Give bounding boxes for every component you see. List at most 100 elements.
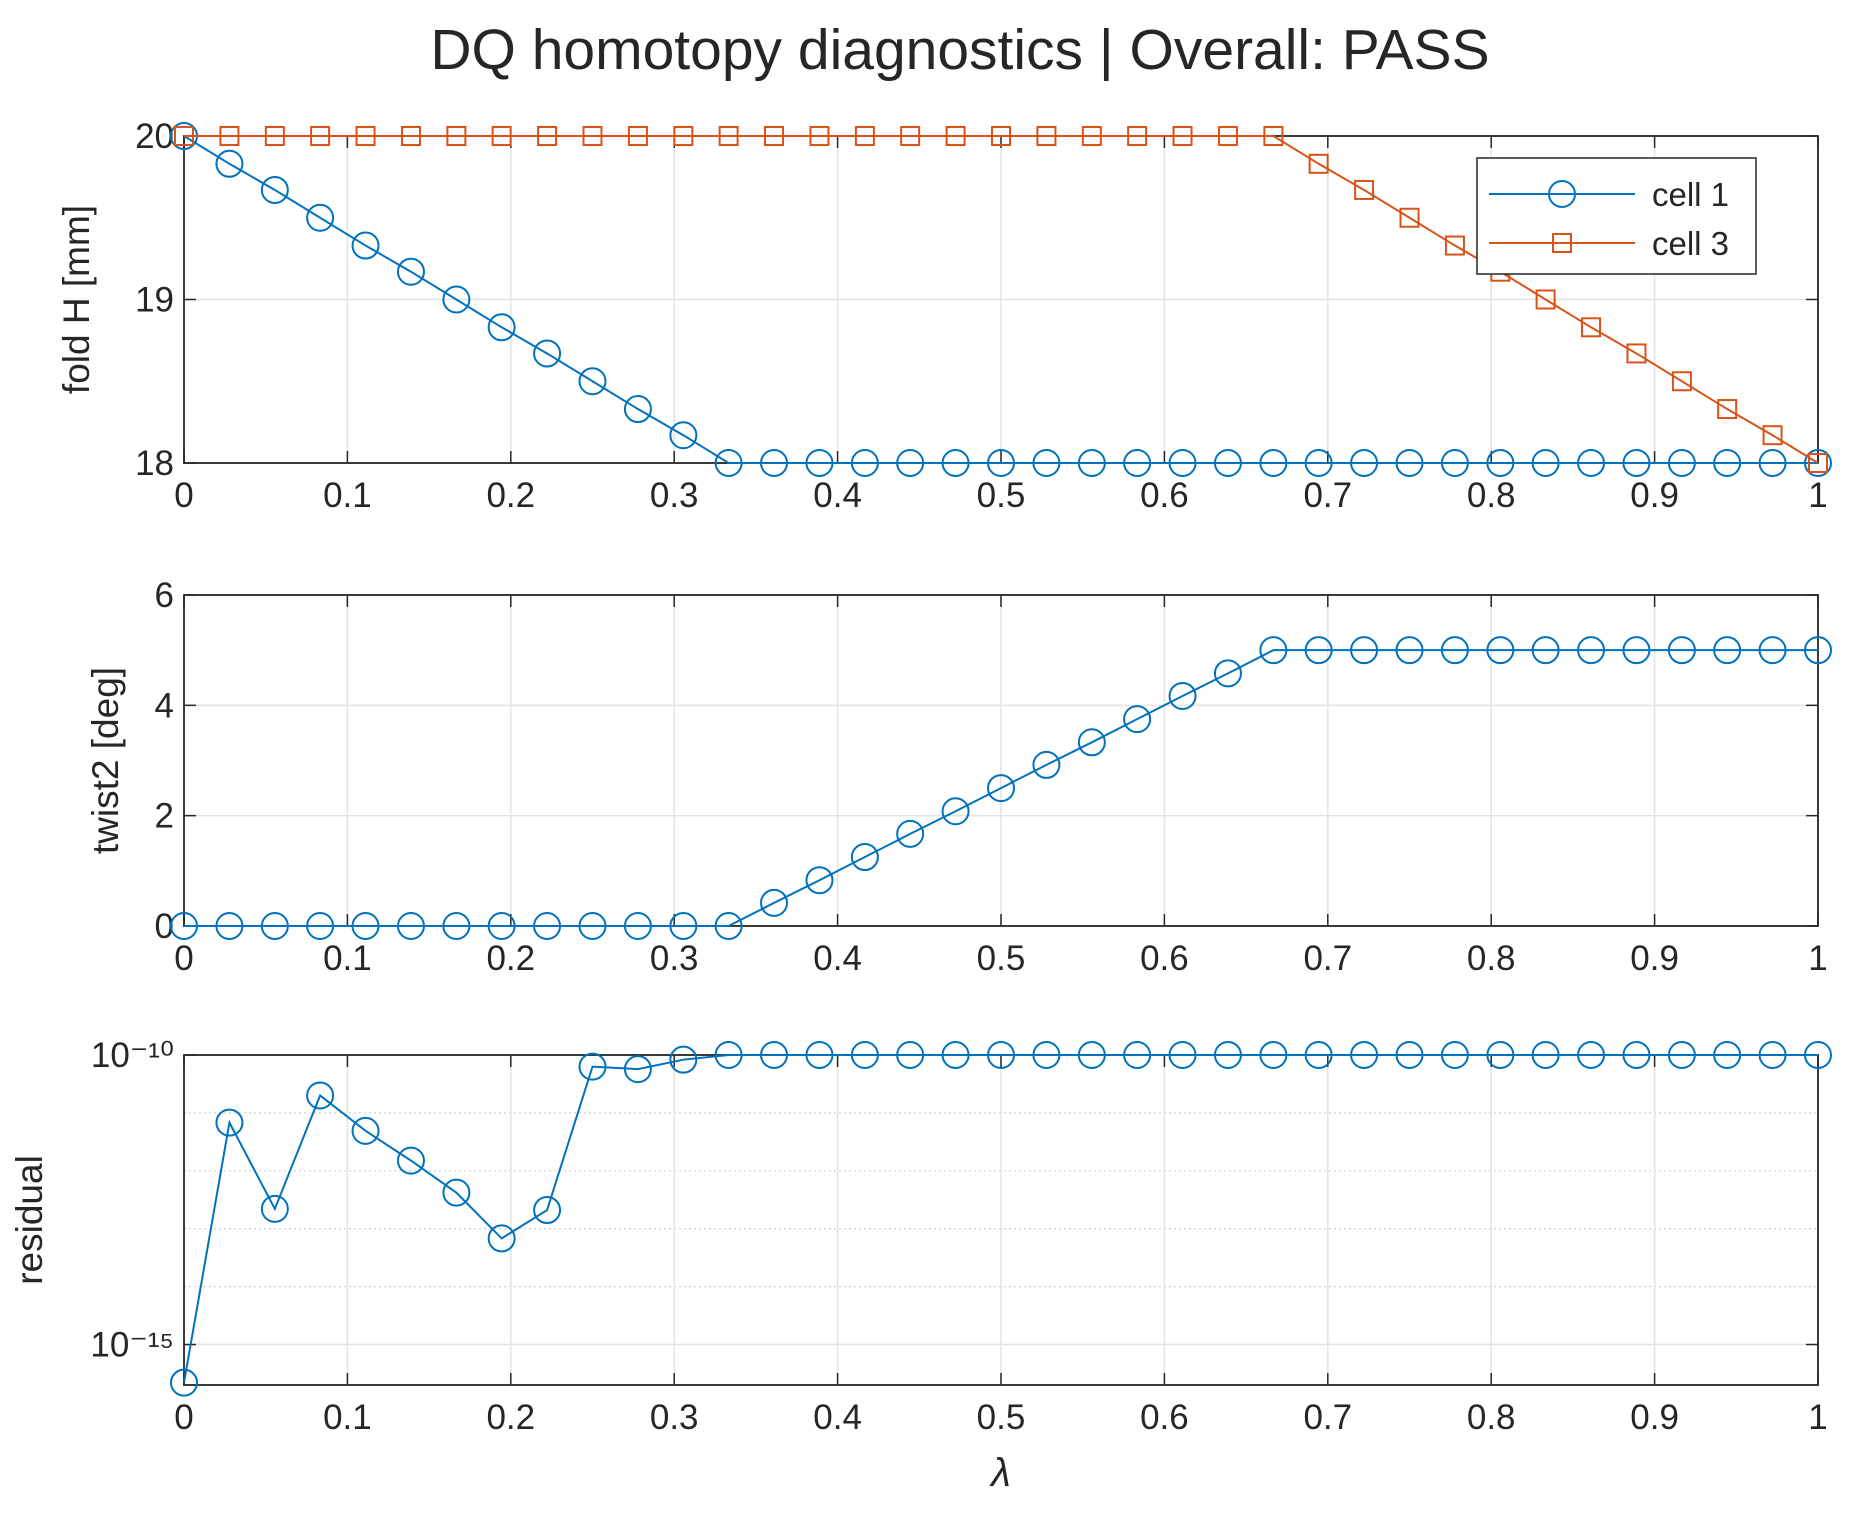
marker [1399,207,1420,228]
marker [442,912,471,940]
marker [1354,179,1375,200]
marker [1762,425,1783,446]
marker [1804,449,1832,477]
marker [306,1081,335,1110]
marker [760,449,789,477]
marker [310,126,331,146]
marker [442,285,471,314]
marker [1350,636,1379,665]
marker [850,449,879,477]
marker [1486,1041,1515,1069]
marker [1758,449,1787,477]
series-line [184,135,1819,464]
marker [1032,449,1061,477]
marker [355,126,376,146]
marker [1168,1041,1197,1069]
marker [351,231,380,260]
marker [487,912,516,940]
marker [396,1146,425,1175]
marker [760,888,789,917]
marker [1213,659,1242,688]
x-tick-label: 0.4 [813,939,862,978]
marker [1548,180,1576,208]
marker [1259,449,1288,477]
marker [1581,317,1602,338]
marker [718,126,739,146]
marker [1213,1041,1242,1069]
marker [1036,126,1057,146]
marker [1127,126,1148,146]
marker [1758,636,1787,665]
marker [215,912,244,940]
marker [351,1116,380,1145]
x-tick-label: 0.1 [323,939,372,978]
marker [1032,1041,1061,1069]
marker [351,912,380,940]
marker [1531,1041,1560,1069]
marker [1552,233,1572,253]
marker [306,203,335,232]
marker [945,126,966,146]
marker [1077,728,1106,757]
marker [1217,126,1238,146]
marker [1577,449,1606,477]
axes-box [183,594,1819,927]
x-tick-label: 0 [174,939,193,978]
y-tick-label: 10⁻¹⁵ [90,1326,174,1365]
marker [805,866,834,895]
series-line [183,135,1818,464]
x-tick-label: 0.2 [486,1398,535,1437]
x-tick-label: 0.6 [1140,476,1189,515]
marker [487,313,516,342]
x-tick-label: 0.4 [813,1398,862,1437]
marker [941,1041,970,1069]
marker [805,1041,834,1069]
x-axis-label: λ [989,1451,1011,1495]
marker [1032,750,1061,779]
y-axis-label: residual [9,1155,50,1285]
marker [987,774,1015,803]
marker [396,912,425,940]
x-tick-label: 0.9 [1630,476,1679,515]
marker [578,912,607,940]
y-tick-label: 10⁻¹⁰ [91,1036,174,1075]
marker [809,126,830,146]
marker [1077,1041,1106,1069]
x-tick-label: 0.4 [813,476,862,515]
y-tick-label: 0 [155,907,174,946]
x-tick-label: 0.7 [1303,1398,1352,1437]
marker [850,843,879,872]
marker [487,1224,516,1253]
marker [396,257,425,286]
marker [760,1041,789,1069]
x-tick-label: 1 [1808,939,1827,978]
marker [533,912,562,940]
marker [1486,449,1515,477]
marker [215,1108,244,1137]
y-tick-label: 2 [155,797,174,836]
marker [260,1194,289,1223]
series-line [183,1054,1818,1383]
marker [1308,153,1329,174]
figure-title: DQ homotopy diagnostics | Overall: PASS [430,18,1489,82]
marker [1440,1041,1469,1069]
x-tick-label: 0.1 [323,476,372,515]
marker [941,449,970,477]
x-tick-label: 0.3 [650,476,699,515]
marker [714,912,743,940]
marker [714,449,743,477]
x-tick-label: 1 [1808,476,1827,515]
marker [1304,636,1333,665]
marker [1758,1041,1787,1069]
x-tick-label: 0.5 [977,939,1026,978]
marker [1713,449,1742,477]
marker [1808,453,1828,473]
marker [1622,449,1651,477]
marker [260,175,289,204]
marker [673,126,694,146]
marker [1440,636,1469,665]
marker [264,126,285,146]
marker [446,126,467,146]
marker [582,126,603,146]
